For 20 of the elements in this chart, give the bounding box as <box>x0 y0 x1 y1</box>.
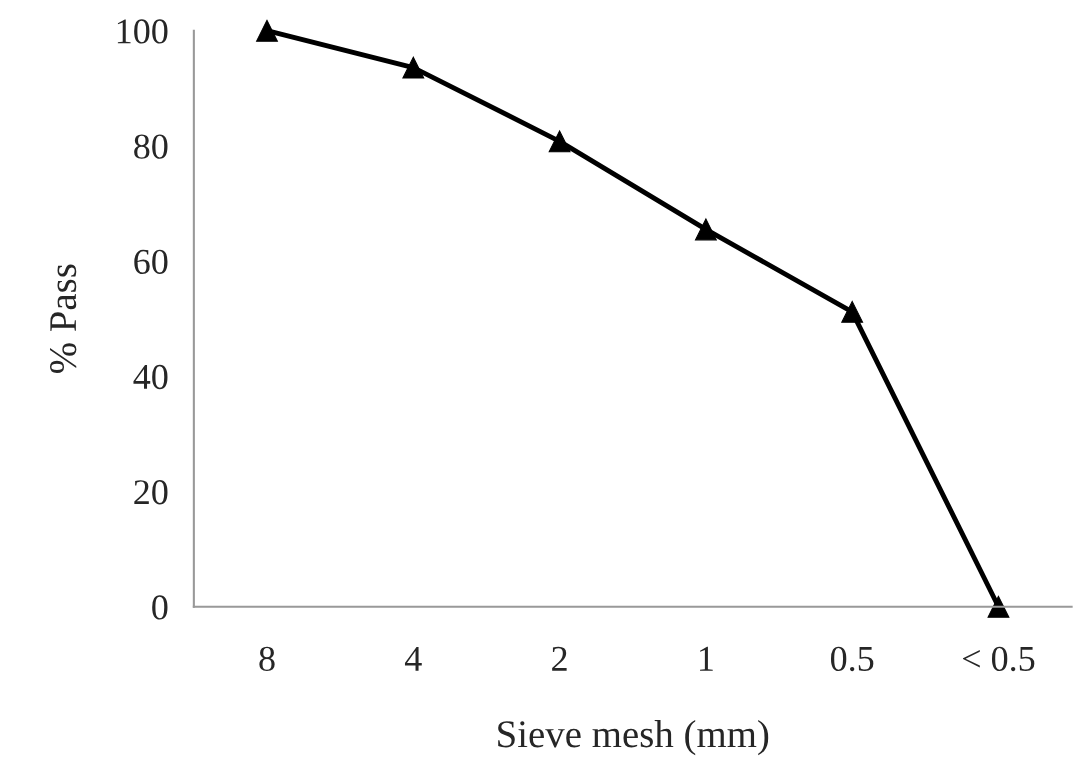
point <box>548 130 571 153</box>
x-tick-label: 0.5 <box>830 646 874 672</box>
y-tick-label: 60 <box>134 249 168 274</box>
y-tick-label: 20 <box>134 480 168 505</box>
y-tick-label: 40 <box>133 364 168 390</box>
x-tick-label: 8 <box>259 646 275 672</box>
x-tick-label: 2 <box>552 646 567 671</box>
x-tick-label: < 0.5 <box>963 646 1035 672</box>
y-axis-title: % Pass <box>49 264 77 374</box>
point <box>402 56 425 79</box>
point <box>841 300 864 323</box>
point <box>256 19 278 42</box>
x-axis-title: Sieve mesh (mm) <box>498 720 769 756</box>
x-tick-label: 4 <box>404 646 422 671</box>
y-tick-label: 0 <box>152 595 168 620</box>
y-tick-label: 100 <box>117 19 168 44</box>
point <box>987 595 1010 618</box>
x-tick-label: 1 <box>700 646 713 671</box>
y-tick-label: 80 <box>134 134 168 159</box>
point <box>694 218 717 241</box>
